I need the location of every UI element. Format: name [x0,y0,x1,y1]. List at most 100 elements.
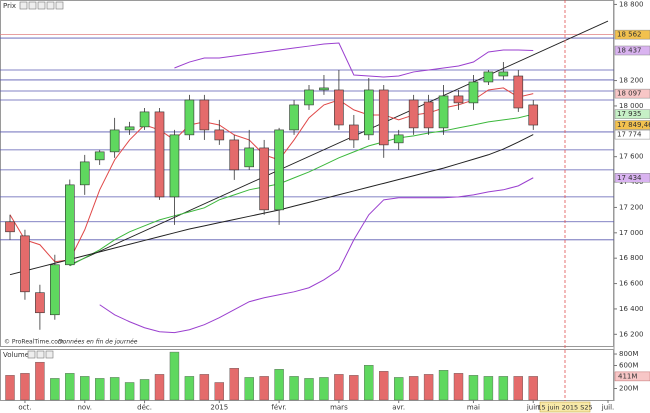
y-tick-label: 16 200 [619,330,644,338]
volume-bar [394,377,404,401]
volume-layer [5,351,538,401]
indicator-line [99,177,534,334]
volume-bar [154,374,165,401]
candle-body [124,126,135,131]
levels-layer [0,34,614,241]
x-tick-label: 2015 [210,404,228,412]
volume-bar [438,370,449,401]
price-marker-label: 17 434 [617,174,642,182]
price-marker-label: 17 774 [617,131,642,139]
price-marker-label: 17 935 [617,110,642,118]
candle-body [79,161,90,186]
candle-body [378,89,389,146]
menu-icon[interactable] [55,1,64,10]
candle-body [423,101,434,129]
y-tick-label: 18 200 [619,77,644,85]
candle-body [483,71,494,83]
indicator-line [174,42,534,78]
x-tick-label: févr. [271,404,286,412]
candle-body [214,129,225,141]
y-tick-label: 16 400 [619,305,644,313]
price-header: Prix [3,1,64,10]
candle-body [169,134,180,198]
credit: © ProRealTime.com Données en fin de jour… [4,339,138,346]
volume-bar [379,371,389,401]
y-tick-label: 16 800 [619,254,644,262]
volume-bar [229,368,239,401]
tool-icon[interactable] [19,1,28,10]
volume-bar [169,351,180,401]
maximize-icon[interactable] [46,1,55,10]
volume-bar [513,376,523,401]
candle-body [274,129,284,211]
settings-icon[interactable] [37,1,46,10]
volume-bar [364,365,374,401]
volume-bar [35,361,45,401]
panel-title: Prix [3,2,16,10]
candle-body [229,139,240,171]
candle-body [184,99,195,136]
candle-body [498,71,509,77]
y-tick-label: 18 000 [619,102,644,110]
close-icon[interactable] [36,350,45,359]
volume-marker-label: 411M [618,372,637,380]
credit-text: © ProRealTime.com [4,339,64,346]
settings-icon[interactable] [45,350,54,359]
volume-marker [614,371,650,382]
candles-layer [5,62,539,330]
price-marker [614,129,650,140]
volume-bar [199,374,210,401]
candle-body [65,184,75,266]
candle-body [289,104,299,131]
candle-body [513,75,524,109]
trendline [69,20,609,266]
tool-icon[interactable] [27,350,36,359]
price-marker [614,45,650,56]
volume-bar [483,376,494,401]
volume-bar [244,377,254,401]
x-tick-label: juin [526,404,540,412]
volume-bar [319,377,329,401]
candle-body [393,134,404,144]
candle-body [334,89,344,126]
volume-bar [259,376,269,401]
volume-bar [184,376,195,401]
price-marker-label: 18 562 [617,31,642,39]
candle-body [109,129,120,153]
candle-body [349,124,359,141]
y-tick-label: 17 000 [619,229,644,237]
indicator-line [9,134,534,276]
volume-bar [468,375,479,401]
candle-body [438,95,449,129]
price-marker-label: 18 097 [617,90,642,98]
x-tick-label: juil. [601,404,615,412]
candle-body [244,147,254,168]
price-marker [614,120,650,130]
volume-bar [274,369,284,401]
candle-body [35,292,45,314]
volume-header: Volume [3,350,54,359]
y-tick-label: 18 800 [619,0,644,8]
volume-bar [124,382,135,401]
x-tick-label: nov. [77,404,92,412]
close-icon[interactable] [28,1,37,10]
candle-body [319,87,329,91]
candle-body [5,221,15,233]
candle-body [154,111,165,198]
price-marker [614,109,650,119]
candle-body [94,151,105,161]
volume-bar [214,382,225,401]
candle-body [20,235,30,293]
candle-body [528,104,539,126]
volume-bar [423,374,434,401]
cursor-label: 15 juin 2015 S25 [537,404,592,412]
candle-body [363,89,374,136]
x-tick-label: déc. [137,404,152,412]
volume-bar [80,376,90,401]
x-tick-label: avr. [392,404,405,412]
volume-bar [50,378,60,401]
candle-body [453,95,464,104]
